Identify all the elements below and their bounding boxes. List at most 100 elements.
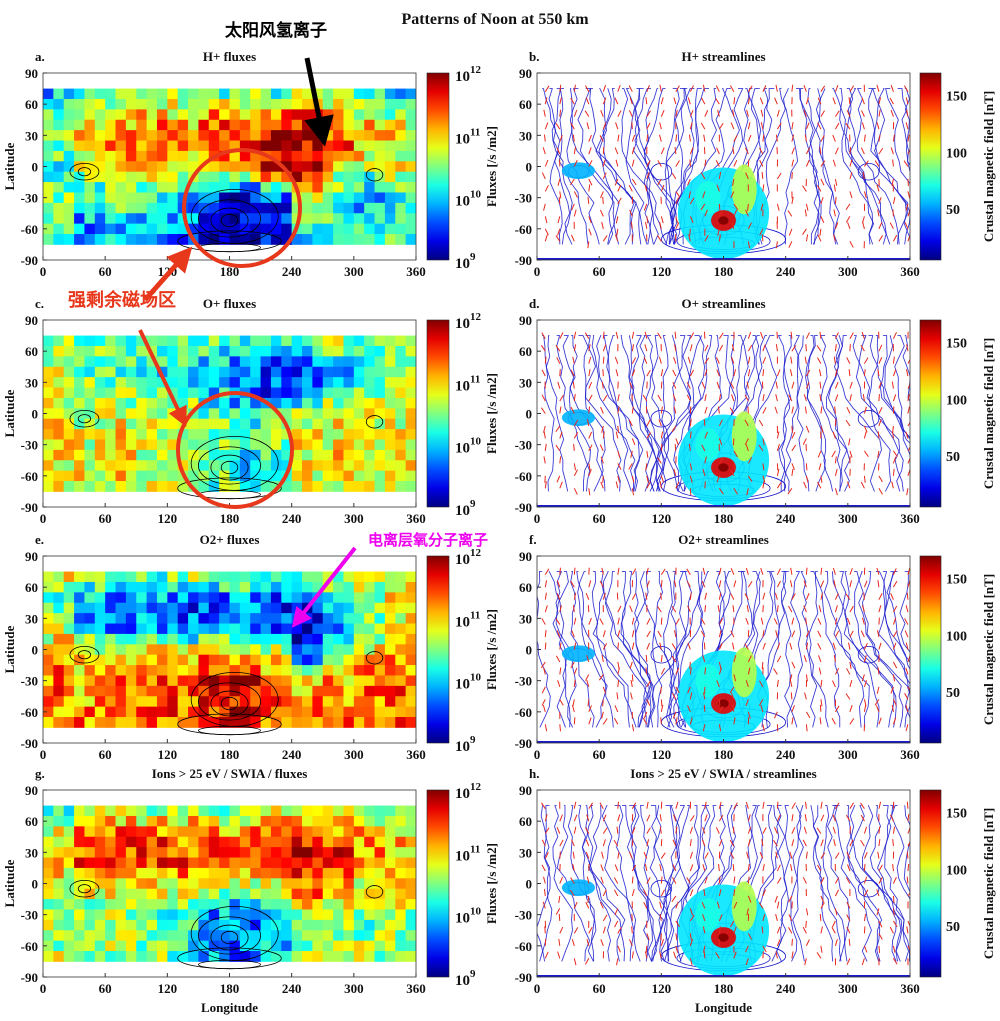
streamline xyxy=(828,335,851,492)
heatmap-cell xyxy=(105,805,116,817)
heatmap-cell xyxy=(353,644,365,656)
flow-arrow xyxy=(689,864,694,872)
colorbar-tick-label: 1011 xyxy=(455,373,480,394)
flow-arrow xyxy=(644,184,648,192)
flow-arrow xyxy=(863,431,867,439)
heatmap-cell xyxy=(229,633,241,645)
flow-arrow xyxy=(906,592,909,600)
flow-arrow xyxy=(615,369,619,377)
heatmap-cell xyxy=(353,161,365,173)
heatmap-cell xyxy=(94,592,106,604)
x-tick-label: 360 xyxy=(900,264,920,279)
heatmap-cell xyxy=(94,150,106,162)
flow-arrow xyxy=(834,605,838,613)
heatmap-cell xyxy=(219,397,230,409)
heatmap-cell xyxy=(136,356,148,368)
heatmap-cell xyxy=(229,439,241,451)
heatmap-cell xyxy=(53,223,65,235)
streamline xyxy=(844,88,891,245)
flow-arrow xyxy=(776,939,781,947)
flow-arrow xyxy=(555,655,561,663)
heatmap-cell xyxy=(177,449,189,461)
heatmap-cell xyxy=(312,171,324,183)
heatmap-cell xyxy=(105,592,116,604)
flow-arrow xyxy=(791,827,796,834)
heatmap-cell xyxy=(136,581,148,593)
flow-arrow xyxy=(687,356,691,364)
contour-line xyxy=(77,650,92,660)
heatmap-cell xyxy=(364,888,375,900)
heatmap-cell xyxy=(384,654,396,666)
heatmap-cell xyxy=(333,460,344,472)
flow-arrow xyxy=(759,160,764,167)
heatmap-cell xyxy=(167,377,179,388)
flow-arrow xyxy=(774,827,778,834)
heatmap-cell xyxy=(146,182,158,193)
heatmap-cell xyxy=(333,418,344,430)
heatmap-cell xyxy=(250,192,261,204)
heatmap-cell xyxy=(84,633,96,645)
crustal-field-blob xyxy=(695,664,721,698)
flow-arrow xyxy=(891,704,894,712)
panel-label: c. xyxy=(35,296,44,311)
streamline xyxy=(796,88,820,245)
heatmap-cell xyxy=(302,366,313,378)
streamline xyxy=(807,88,822,245)
heatmap-cell xyxy=(136,202,148,214)
heatmap-cell xyxy=(167,345,179,357)
heatmap-cell xyxy=(353,581,365,593)
heatmap-cell xyxy=(146,140,158,152)
heatmap-cell xyxy=(177,356,189,368)
flow-arrow xyxy=(540,345,546,352)
heatmap-cell xyxy=(250,633,261,645)
flow-arrow xyxy=(646,933,650,941)
streamline xyxy=(562,335,591,492)
annotation-ionospheric-o2: 电离层氧分子离子 xyxy=(368,531,488,549)
flow-arrow xyxy=(745,209,749,217)
heatmap-cell xyxy=(208,675,220,687)
flow-arrow xyxy=(747,895,752,903)
flow-arrow xyxy=(689,889,694,897)
heatmap-cell xyxy=(146,202,158,214)
heatmap-cell xyxy=(198,182,210,193)
x-tick-label: 360 xyxy=(900,511,920,526)
flow-arrow xyxy=(805,920,807,928)
flow-arrow xyxy=(631,876,634,884)
flow-arrow xyxy=(617,661,620,669)
contour-line xyxy=(210,207,249,234)
heatmap-cell xyxy=(384,182,396,193)
heatmap-cell xyxy=(188,826,199,838)
flow-arrow xyxy=(559,394,564,402)
heatmap-cell xyxy=(333,826,344,838)
heatmap-cell xyxy=(405,675,416,687)
streamline xyxy=(673,335,706,492)
flow-arrow xyxy=(643,901,648,909)
flow-arrow xyxy=(646,172,650,180)
heatmap-cell xyxy=(167,571,179,583)
heatmap-cell xyxy=(53,602,65,614)
heatmap-cell xyxy=(63,613,75,624)
flow-arrow xyxy=(602,235,608,242)
colorbar-tick-label: 150 xyxy=(946,337,967,352)
heatmap-cell xyxy=(167,171,179,183)
heatmap-cell xyxy=(384,366,396,378)
heatmap-cell xyxy=(302,171,313,183)
y-tick-label: 0 xyxy=(32,407,39,422)
heatmap-cell xyxy=(188,213,199,225)
heatmap-cell xyxy=(364,571,375,583)
heatmap-cell xyxy=(177,940,189,952)
heatmap-cell xyxy=(374,140,386,152)
heatmap-cell xyxy=(353,356,365,368)
y-tick-label: -60 xyxy=(515,469,532,484)
flow-arrow xyxy=(832,642,836,650)
flow-arrow xyxy=(804,406,807,414)
heatmap-cell xyxy=(395,429,407,440)
heatmap-cell xyxy=(281,930,293,942)
heatmap-cell xyxy=(384,460,396,472)
heatmap-cell xyxy=(177,826,189,838)
flow-arrow xyxy=(717,109,720,117)
streamline xyxy=(552,571,571,728)
flow-arrow xyxy=(789,679,793,688)
heatmap-cell xyxy=(115,356,127,368)
